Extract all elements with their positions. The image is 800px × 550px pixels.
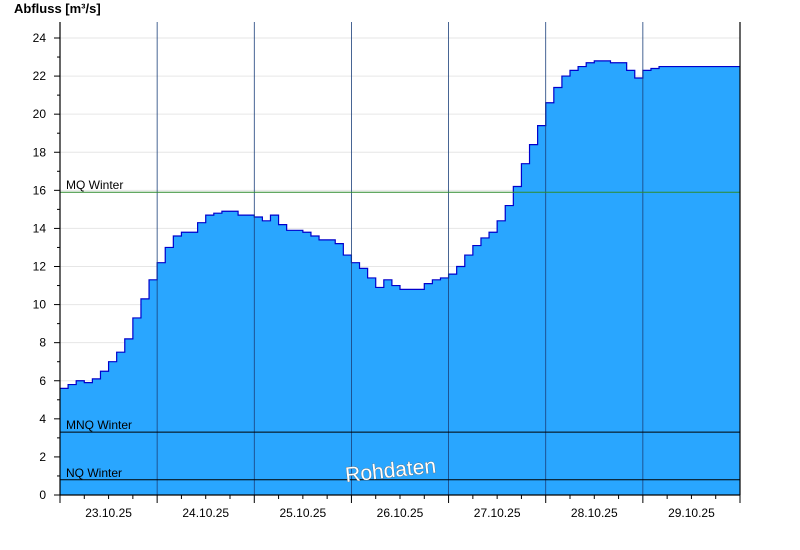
reference-lines: MQ Winter MNQ Winter NQ Winter <box>60 178 740 481</box>
y-tick-label: 2 <box>39 450 46 464</box>
x-tick-label: 26.10.25 <box>377 506 424 520</box>
x-tick-label: 27.10.25 <box>474 506 521 520</box>
y-axis-label: Abfluss [m³/s] <box>14 1 101 16</box>
reference-line-label: MNQ Winter <box>66 418 132 432</box>
y-tick-label: 0 <box>39 488 46 502</box>
y-tick-label: 12 <box>33 260 47 274</box>
y-tick-label: 18 <box>33 145 47 159</box>
y-tick-label: 20 <box>33 107 47 121</box>
y-tick-label: 24 <box>33 31 47 45</box>
y-tick-label: 10 <box>33 298 47 312</box>
y-tick-label: 4 <box>39 412 46 426</box>
y-tick-label: 14 <box>33 221 47 235</box>
x-tick-label: 23.10.25 <box>85 506 132 520</box>
reference-line-label: NQ Winter <box>66 466 122 480</box>
discharge-line <box>60 60 740 389</box>
y-tick-label: 8 <box>39 336 46 350</box>
discharge-area <box>60 60 740 495</box>
x-tick-label: 28.10.25 <box>571 506 618 520</box>
x-tick-label: 24.10.25 <box>182 506 229 520</box>
x-tick-label: 25.10.25 <box>279 506 326 520</box>
y-tick-label: 6 <box>39 374 46 388</box>
y-tick-label: 22 <box>33 69 47 83</box>
reference-line-label: MQ Winter <box>66 178 123 192</box>
x-tick-labels: 23.10.25 24.10.25 25.10.25 26.10.25 27.10.25… <box>85 506 715 520</box>
axes <box>54 22 741 503</box>
day-divider-lines <box>156 22 644 495</box>
y-tick-label: 16 <box>33 183 47 197</box>
x-tick-label: 29.10.25 <box>668 506 715 520</box>
